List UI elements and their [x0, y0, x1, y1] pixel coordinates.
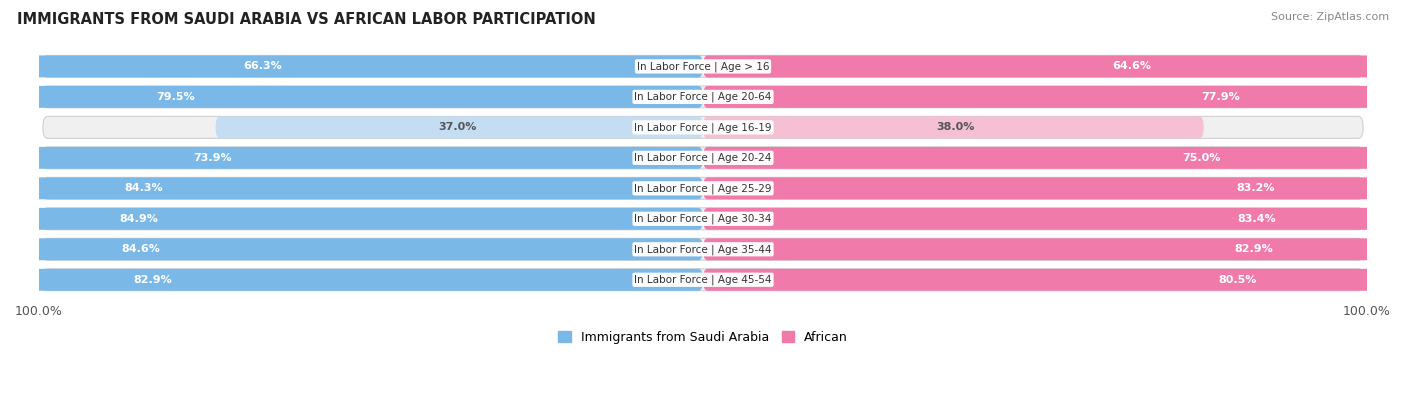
FancyBboxPatch shape [44, 238, 1362, 260]
Text: 82.9%: 82.9% [1234, 244, 1272, 254]
Text: 79.5%: 79.5% [156, 92, 194, 102]
FancyBboxPatch shape [44, 208, 1362, 230]
Text: 37.0%: 37.0% [439, 122, 477, 132]
FancyBboxPatch shape [703, 55, 1406, 77]
Text: 82.9%: 82.9% [134, 275, 172, 285]
Text: 83.2%: 83.2% [1236, 183, 1275, 193]
Text: 84.9%: 84.9% [120, 214, 159, 224]
FancyBboxPatch shape [703, 117, 1204, 138]
Text: In Labor Force | Age 20-24: In Labor Force | Age 20-24 [634, 152, 772, 163]
FancyBboxPatch shape [0, 208, 703, 230]
Text: 73.9%: 73.9% [193, 153, 232, 163]
Text: In Labor Force | Age 20-64: In Labor Force | Age 20-64 [634, 92, 772, 102]
FancyBboxPatch shape [215, 117, 703, 138]
FancyBboxPatch shape [44, 269, 1362, 291]
Text: In Labor Force | Age 25-29: In Labor Force | Age 25-29 [634, 183, 772, 194]
FancyBboxPatch shape [0, 177, 703, 199]
FancyBboxPatch shape [44, 55, 1362, 77]
FancyBboxPatch shape [703, 269, 1406, 291]
FancyBboxPatch shape [703, 86, 1406, 108]
Text: IMMIGRANTS FROM SAUDI ARABIA VS AFRICAN LABOR PARTICIPATION: IMMIGRANTS FROM SAUDI ARABIA VS AFRICAN … [17, 12, 596, 27]
FancyBboxPatch shape [44, 147, 1362, 169]
Legend: Immigrants from Saudi Arabia, African: Immigrants from Saudi Arabia, African [553, 326, 853, 349]
Text: 64.6%: 64.6% [1112, 61, 1152, 71]
FancyBboxPatch shape [44, 86, 1362, 108]
Text: In Labor Force | Age 16-19: In Labor Force | Age 16-19 [634, 122, 772, 133]
Text: In Labor Force | Age 30-34: In Labor Force | Age 30-34 [634, 214, 772, 224]
FancyBboxPatch shape [44, 177, 1362, 199]
Text: In Labor Force | Age > 16: In Labor Force | Age > 16 [637, 61, 769, 71]
Text: 83.4%: 83.4% [1237, 214, 1277, 224]
Text: 75.0%: 75.0% [1182, 153, 1220, 163]
Text: Source: ZipAtlas.com: Source: ZipAtlas.com [1271, 12, 1389, 22]
Text: 84.3%: 84.3% [124, 183, 163, 193]
FancyBboxPatch shape [703, 177, 1406, 199]
Text: 38.0%: 38.0% [936, 122, 974, 132]
FancyBboxPatch shape [703, 147, 1406, 169]
FancyBboxPatch shape [44, 117, 1362, 138]
FancyBboxPatch shape [703, 238, 1406, 260]
FancyBboxPatch shape [703, 208, 1406, 230]
Text: In Labor Force | Age 45-54: In Labor Force | Age 45-54 [634, 275, 772, 285]
FancyBboxPatch shape [0, 86, 703, 108]
FancyBboxPatch shape [0, 238, 703, 260]
Text: In Labor Force | Age 35-44: In Labor Force | Age 35-44 [634, 244, 772, 254]
FancyBboxPatch shape [0, 147, 703, 169]
Text: 84.6%: 84.6% [122, 244, 160, 254]
Text: 77.9%: 77.9% [1201, 92, 1240, 102]
Text: 80.5%: 80.5% [1219, 275, 1257, 285]
FancyBboxPatch shape [0, 269, 703, 291]
FancyBboxPatch shape [0, 55, 703, 77]
Text: 66.3%: 66.3% [243, 61, 283, 71]
